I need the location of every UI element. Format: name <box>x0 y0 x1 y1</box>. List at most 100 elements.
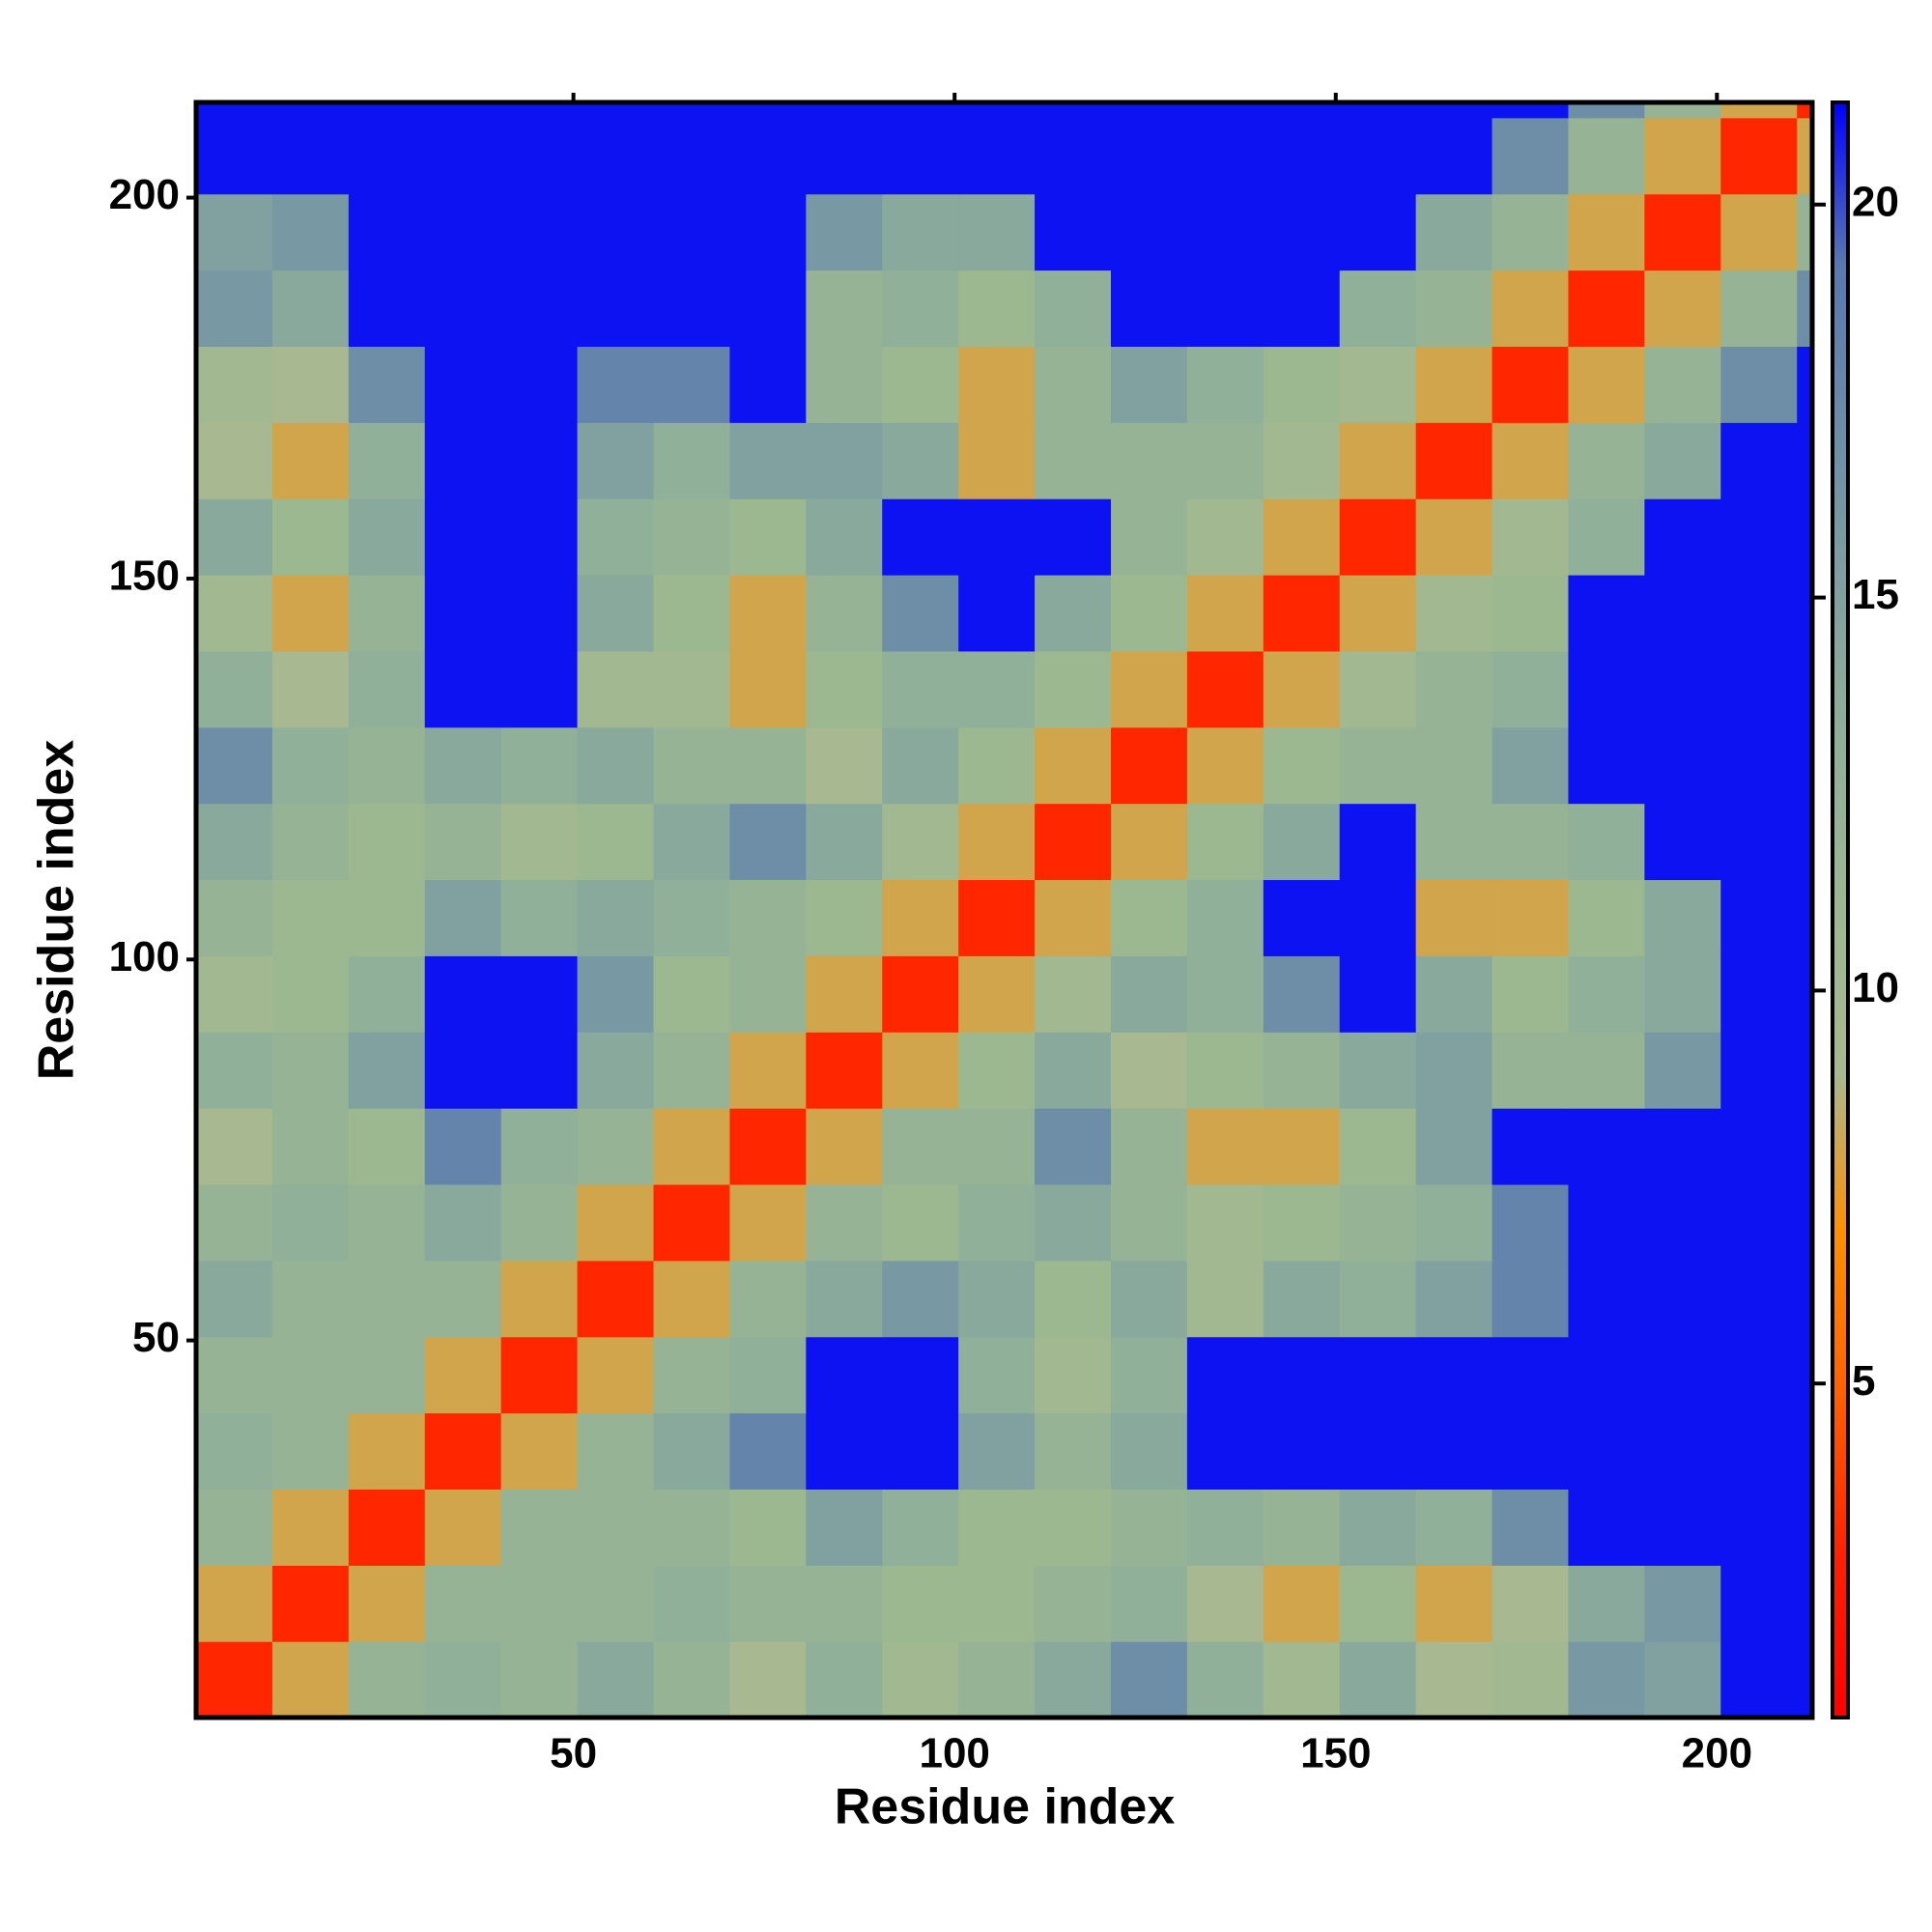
heatmap-cell <box>424 102 502 119</box>
x-tick-label: 150 <box>1300 1730 1371 1777</box>
heatmap-cell <box>1263 1489 1341 1566</box>
heatmap-cell <box>653 1412 731 1490</box>
heatmap-cell <box>1568 193 1645 271</box>
heatmap-cell <box>424 574 502 652</box>
heatmap-cell <box>1492 1412 1570 1490</box>
heatmap-cell <box>196 1412 273 1490</box>
heatmap-cell <box>806 1565 883 1642</box>
heatmap-cell <box>577 1565 655 1642</box>
heatmap-cell <box>196 955 273 1033</box>
heatmap-cell <box>1263 803 1341 881</box>
heatmap-cell <box>1263 1183 1341 1262</box>
heatmap-cell <box>958 1032 1036 1109</box>
heatmap-cell <box>424 1565 502 1642</box>
heatmap-cell <box>729 726 807 805</box>
heatmap-cell <box>1415 346 1493 423</box>
heatmap-cell <box>1492 1489 1570 1566</box>
heatmap-cell <box>882 270 959 347</box>
y-axis-label: Residue index <box>29 740 85 1081</box>
heatmap-cell <box>196 1641 273 1719</box>
heatmap-cell <box>1797 1565 1813 1642</box>
heatmap-cell <box>348 879 426 956</box>
heatmap-cell <box>958 1641 1036 1719</box>
heatmap-cell <box>1263 1336 1341 1414</box>
heatmap-cell <box>1415 803 1493 881</box>
x-tick-label: 200 <box>1682 1730 1752 1777</box>
heatmap-cell <box>196 193 273 271</box>
heatmap-cell <box>577 193 655 271</box>
heatmap-cell <box>577 102 655 119</box>
heatmap-cell <box>1644 1565 1721 1642</box>
heatmap-cell <box>653 1260 731 1338</box>
heatmap-cell <box>882 803 959 881</box>
heatmap-cell <box>1568 270 1645 347</box>
heatmap-cell <box>1186 1183 1264 1262</box>
heatmap-cell <box>1568 117 1645 195</box>
colorbar <box>1831 100 1850 1719</box>
heatmap-cell <box>882 879 959 956</box>
heatmap-cell <box>1339 1260 1417 1338</box>
heatmap-cell <box>958 117 1036 195</box>
heatmap-cell <box>1644 726 1721 805</box>
heatmap-cell <box>729 955 807 1033</box>
heatmap-cell <box>1644 1641 1721 1719</box>
heatmap-cell <box>806 346 883 423</box>
heatmap-cell <box>1568 803 1645 881</box>
heatmap-cell <box>1110 1641 1188 1719</box>
heatmap-cell <box>882 498 959 576</box>
heatmap-cell <box>729 422 807 499</box>
heatmap-cell <box>577 270 655 347</box>
heatmap-cell <box>1035 1489 1112 1566</box>
heatmap-cell <box>271 422 350 499</box>
heatmap-cell <box>1492 955 1570 1033</box>
heatmap-cell <box>424 1336 502 1414</box>
heatmap-cell <box>577 1336 655 1414</box>
heatmap-cell <box>958 102 1036 119</box>
heatmap-cell <box>1186 1565 1264 1642</box>
heatmap-cell <box>1339 422 1417 499</box>
heatmap-cell <box>806 498 883 576</box>
heatmap-cell <box>577 498 655 576</box>
heatmap-cell <box>196 102 273 119</box>
heatmap-cell <box>806 879 883 956</box>
heatmap-cell <box>1644 1336 1721 1414</box>
heatmap-cell <box>1186 955 1264 1033</box>
heatmap-cell <box>1415 879 1493 956</box>
heatmap-cell <box>196 422 273 499</box>
heatmap-cell <box>196 117 273 195</box>
heatmap-cell <box>500 726 579 805</box>
heatmap-cell <box>1720 1336 1798 1414</box>
heatmap-cell <box>958 346 1036 423</box>
heatmap-cell <box>1035 650 1112 728</box>
heatmap-cell <box>271 879 350 956</box>
x-tick-label: 50 <box>550 1730 597 1777</box>
heatmap-cell <box>1110 193 1188 271</box>
heatmap-cell <box>1644 955 1721 1033</box>
heatmap-cell <box>1797 1489 1813 1566</box>
heatmap-cell <box>653 650 731 728</box>
heatmap-cell <box>271 1641 350 1719</box>
heatmap-cell <box>1263 1412 1341 1490</box>
heatmap-cell <box>1263 879 1341 956</box>
heatmap-cell <box>1110 270 1188 347</box>
heatmap-cell <box>1263 117 1341 195</box>
heatmap-cell <box>653 574 731 652</box>
heatmap-cell <box>1110 955 1188 1033</box>
heatmap-cell <box>806 422 883 499</box>
heatmap-cell <box>1263 498 1341 576</box>
heatmap-cell <box>500 1489 579 1566</box>
heatmap-cell <box>1568 1260 1645 1338</box>
heatmap-cell <box>500 1336 579 1414</box>
heatmap-cell <box>1720 1565 1798 1642</box>
heatmap-cell <box>500 574 579 652</box>
heatmap-cell <box>500 1260 579 1338</box>
heatmap-cell <box>577 1412 655 1490</box>
y-tick-label: 200 <box>109 171 180 218</box>
heatmap-cell <box>882 1108 959 1185</box>
heatmap-cell <box>1568 498 1645 576</box>
heatmap-cell <box>729 346 807 423</box>
heatmap-cell <box>1110 879 1188 956</box>
heatmap-cell <box>729 1183 807 1262</box>
heatmap-cell <box>271 270 350 347</box>
